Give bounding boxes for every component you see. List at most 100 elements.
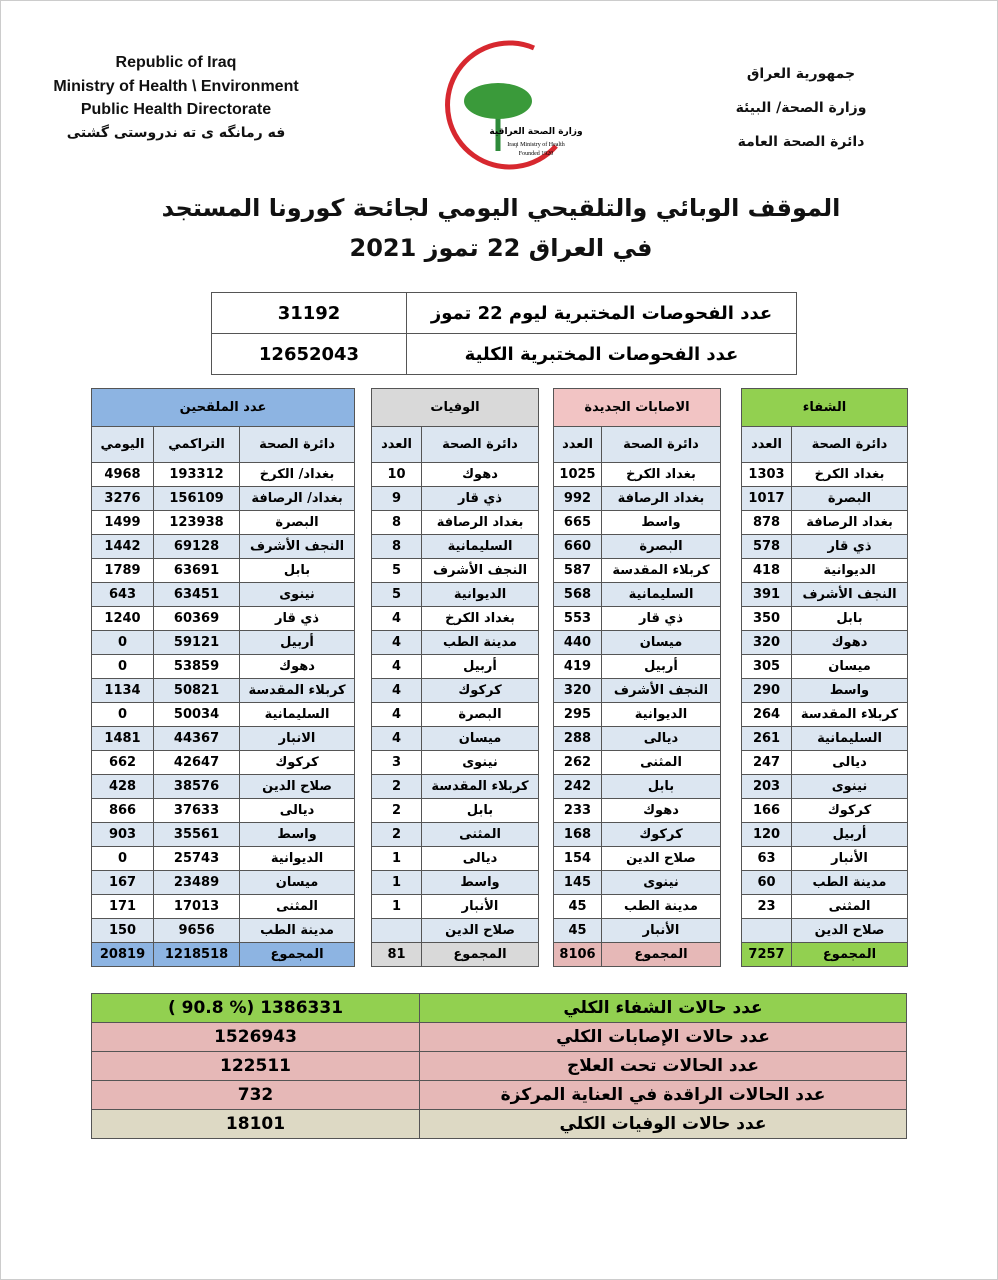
cell-name: الديوانية [601, 702, 721, 727]
table-row: نينوى 145 [553, 870, 721, 895]
tests-row: عدد الفحوصات المختبرية ليوم 22 تموز 31192 [211, 292, 797, 334]
column-header: دائرة الصحة [421, 426, 540, 463]
cell-name: البصرة [239, 510, 356, 535]
cell-value: 903 [90, 822, 155, 847]
cell-name: بابل [791, 606, 909, 631]
table-row: كركوك 168 [553, 822, 721, 847]
cell-value: 5 [370, 582, 423, 607]
summary-row: عدد الحالات الراقدة في العناية المركزة 73… [91, 1080, 907, 1110]
cell-value: 4 [370, 654, 423, 679]
table-row: ديالى 1 [370, 846, 540, 871]
cell-value: 60369 [153, 606, 241, 631]
total-label: المجموع [239, 942, 356, 967]
table-row: المثنى 262 [553, 750, 721, 775]
summary-label: عدد حالات الشفاء الكلي [419, 993, 907, 1023]
cell-name: النجف الأشرف [239, 534, 356, 559]
cell-value: 4 [370, 726, 423, 751]
cell-value: 203 [740, 774, 793, 799]
table-title: الشفاء [740, 388, 909, 427]
cell-value: 5 [370, 558, 423, 583]
cell-value: 578 [740, 534, 793, 559]
table-row: كركوك 4 [370, 678, 540, 703]
table-row: المثنى 17013 171 [90, 894, 356, 919]
column-header: التراكمي [153, 426, 241, 463]
summary-label: عدد الحالات الراقدة في العناية المركزة [419, 1080, 907, 1110]
cell-name: بابل [421, 798, 540, 823]
cell-value [370, 918, 423, 943]
cell-value: 1789 [90, 558, 155, 583]
cell-name: كركوك [239, 750, 356, 775]
header-line: Republic of Iraq [115, 54, 237, 71]
cell-name: مدينة الطب [421, 630, 540, 655]
table-row: ذي قار 553 [553, 606, 721, 631]
cell-name: أربيل [239, 630, 356, 655]
cell-value: 166 [740, 798, 793, 823]
cell-value: 1 [370, 870, 423, 895]
cell-name: بغداد الرصافة [791, 510, 909, 535]
cell-value: 63691 [153, 558, 241, 583]
cell-name: مدينة الطب [601, 894, 721, 919]
table-header-row: عدد الملقحين [90, 388, 356, 427]
cell-name: البصرة [791, 486, 909, 511]
table-row: مدينة الطب 9656 150 [90, 918, 356, 943]
logo-arc [445, 40, 558, 170]
total-value: 1218518 [153, 942, 241, 967]
cell-value: 45 [553, 918, 602, 943]
cell-name: دهوك [239, 654, 356, 679]
cell-name: كربلاء المقدسة [239, 678, 356, 703]
cell-name: المثنى [239, 894, 356, 919]
cell-value: 9656 [153, 918, 241, 943]
tests-label: عدد الفحوصات المختبرية ليوم 22 تموز [406, 292, 797, 334]
table-row: البصرة 4 [370, 702, 540, 727]
table-row: ذي قار 9 [370, 486, 540, 511]
cell-value: 320 [553, 678, 602, 703]
table-row: بابل 63691 1789 [90, 558, 356, 583]
header-line: فه رمانگه ی ته ندروستی گشتی [66, 124, 286, 141]
cell-value: 1134 [90, 678, 155, 703]
cell-value: 1499 [90, 510, 155, 535]
table-row: مدينة الطب 45 [553, 894, 721, 919]
header-right: جمهورية العراق وزارة الصحة/ البيئة دائرة… [701, 57, 901, 159]
summary-label: عدد حالات الوفيات الكلي [419, 1109, 907, 1139]
cell-value: 63 [740, 846, 793, 871]
cell-value: 69128 [153, 534, 241, 559]
header-left: Republic of Iraq Ministry of Health \ En… [31, 51, 321, 145]
cell-name: كربلاء المقدسة [601, 558, 721, 583]
cell-value: 262 [553, 750, 602, 775]
cell-value: 428 [90, 774, 155, 799]
cell-name: الديوانية [239, 846, 356, 871]
column-header: اليومي [90, 426, 155, 463]
table-row: بغداد الرصافة 8 [370, 510, 540, 535]
table-row: كربلاء المقدسة 2 [370, 774, 540, 799]
cell-value: 587 [553, 558, 602, 583]
cell-name: بغداد الكرخ [791, 462, 909, 487]
table-row: بغداد الرصافة 992 [553, 486, 721, 511]
logo-text: Iraqi Ministry of Health [507, 141, 565, 148]
cell-name: دهوك [421, 462, 540, 487]
table-row: بغداد/ الرصافة 156109 3276 [90, 486, 356, 511]
cell-name: أربيل [421, 654, 540, 679]
cell-name: الأنبار [601, 918, 721, 943]
table-row: بغداد الكرخ 4 [370, 606, 540, 631]
table-row: كركوك 42647 662 [90, 750, 356, 775]
cell-name: السليمانية [791, 726, 909, 751]
tests-label: عدد الفحوصات المختبرية الكلية [406, 333, 797, 375]
tests-table: عدد الفحوصات المختبرية ليوم 22 تموز 31192… [211, 292, 797, 375]
cell-value: 53859 [153, 654, 241, 679]
cell-value: 37633 [153, 798, 241, 823]
table-row: دهوك 53859 0 [90, 654, 356, 679]
table-row: كربلاء المقدسة 50821 1134 [90, 678, 356, 703]
cell-value: 419 [553, 654, 602, 679]
deaths-table: الوفيات دائرة الصحة العدد دهوك 10 ذي قار 9 بغدا… [370, 388, 540, 967]
cell-name: كربلاء المقدسة [421, 774, 540, 799]
cell-value: 261 [740, 726, 793, 751]
cell-value: 1303 [740, 462, 793, 487]
table-header-row: الاصابات الجديدة [553, 388, 721, 427]
column-header: العدد [553, 426, 602, 463]
cell-name: كركوك [421, 678, 540, 703]
cell-value: 171 [90, 894, 155, 919]
cell-name: الأنبار [421, 894, 540, 919]
cell-value: 45 [553, 894, 602, 919]
table-row: الأنبار 1 [370, 894, 540, 919]
